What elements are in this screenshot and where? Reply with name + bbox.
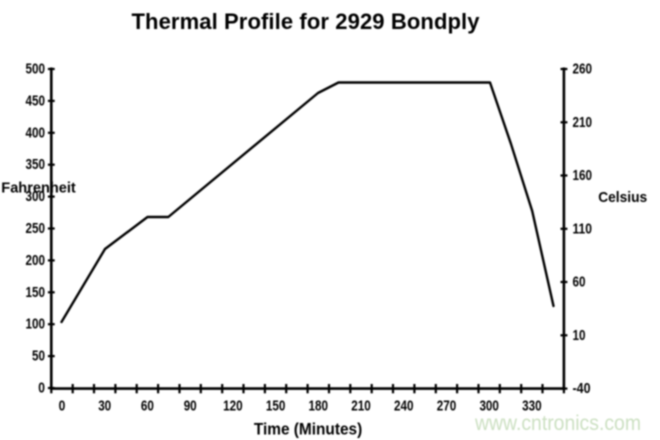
svg-text:Celsius: Celsius bbox=[598, 189, 647, 206]
svg-text:210: 210 bbox=[351, 399, 371, 415]
svg-text:250: 250 bbox=[26, 221, 46, 237]
svg-text:100: 100 bbox=[26, 317, 46, 333]
svg-text:90: 90 bbox=[184, 399, 197, 415]
svg-text:400: 400 bbox=[26, 125, 46, 141]
svg-text:210: 210 bbox=[573, 115, 593, 131]
svg-text:Thermal Profile for 2929 Bondp: Thermal Profile for 2929 Bondply bbox=[132, 9, 481, 34]
svg-text:60: 60 bbox=[141, 399, 154, 415]
svg-text:Fahrenheit: Fahrenheit bbox=[1, 180, 76, 197]
svg-text:110: 110 bbox=[573, 221, 593, 237]
svg-text:300: 300 bbox=[479, 399, 499, 415]
svg-text:120: 120 bbox=[223, 399, 243, 415]
svg-text:30: 30 bbox=[98, 399, 111, 415]
svg-text:www.cntronics.com: www.cntronics.com bbox=[474, 411, 641, 435]
svg-text:200: 200 bbox=[26, 253, 46, 269]
svg-text:500: 500 bbox=[26, 62, 46, 78]
svg-text:450: 450 bbox=[26, 93, 46, 109]
svg-text:260: 260 bbox=[573, 62, 593, 78]
svg-text:270: 270 bbox=[437, 399, 457, 415]
svg-text:10: 10 bbox=[573, 328, 586, 344]
svg-text:330: 330 bbox=[522, 399, 542, 415]
svg-text:150: 150 bbox=[266, 399, 286, 415]
svg-text:Time (Minutes): Time (Minutes) bbox=[254, 420, 362, 439]
svg-text:-40: -40 bbox=[573, 381, 591, 397]
svg-text:60: 60 bbox=[573, 275, 586, 291]
svg-text:180: 180 bbox=[309, 399, 329, 415]
svg-text:0: 0 bbox=[59, 399, 66, 415]
svg-text:240: 240 bbox=[394, 399, 414, 415]
svg-text:50: 50 bbox=[32, 349, 45, 365]
svg-text:0: 0 bbox=[38, 381, 45, 397]
svg-text:160: 160 bbox=[573, 168, 593, 184]
svg-text:150: 150 bbox=[26, 285, 46, 301]
svg-text:300: 300 bbox=[26, 189, 46, 205]
svg-text:350: 350 bbox=[26, 157, 46, 173]
